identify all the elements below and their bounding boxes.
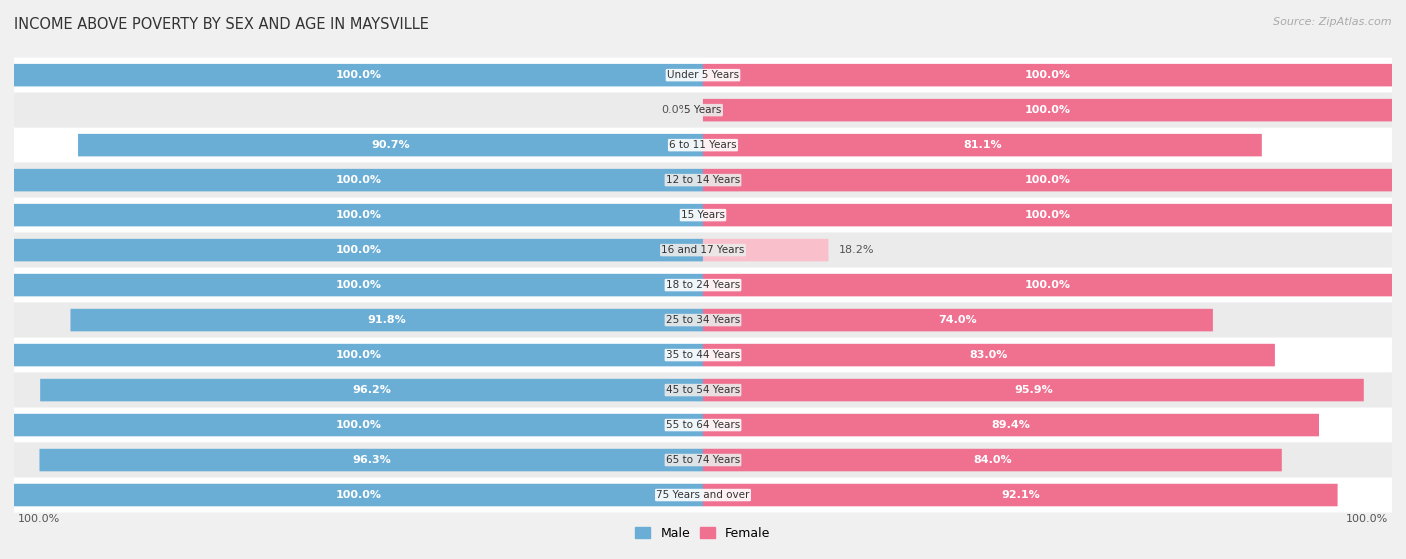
Text: 25 to 34 Years: 25 to 34 Years bbox=[666, 315, 740, 325]
Text: 90.7%: 90.7% bbox=[371, 140, 411, 150]
FancyBboxPatch shape bbox=[14, 268, 1392, 302]
Text: 100.0%: 100.0% bbox=[1025, 175, 1070, 185]
Text: 100.0%: 100.0% bbox=[336, 175, 381, 185]
FancyBboxPatch shape bbox=[14, 93, 1392, 127]
Text: 5 Years: 5 Years bbox=[685, 105, 721, 115]
FancyBboxPatch shape bbox=[14, 233, 1392, 268]
FancyBboxPatch shape bbox=[703, 379, 1364, 401]
Text: 35 to 44 Years: 35 to 44 Years bbox=[666, 350, 740, 360]
FancyBboxPatch shape bbox=[703, 204, 1392, 226]
Text: 18.2%: 18.2% bbox=[839, 245, 875, 255]
FancyBboxPatch shape bbox=[703, 449, 1282, 471]
Text: 81.1%: 81.1% bbox=[963, 140, 1001, 150]
FancyBboxPatch shape bbox=[703, 309, 1213, 331]
Text: 74.0%: 74.0% bbox=[939, 315, 977, 325]
FancyBboxPatch shape bbox=[14, 302, 1392, 338]
Legend: Male, Female: Male, Female bbox=[630, 522, 776, 544]
Text: 0.0%: 0.0% bbox=[661, 105, 689, 115]
Text: 65 to 74 Years: 65 to 74 Years bbox=[666, 455, 740, 465]
Text: 96.3%: 96.3% bbox=[352, 455, 391, 465]
Text: 100.0%: 100.0% bbox=[336, 70, 381, 80]
FancyBboxPatch shape bbox=[14, 163, 1392, 198]
FancyBboxPatch shape bbox=[14, 443, 1392, 477]
Text: 16 and 17 Years: 16 and 17 Years bbox=[661, 245, 745, 255]
Text: 15 Years: 15 Years bbox=[681, 210, 725, 220]
Text: 91.8%: 91.8% bbox=[367, 315, 406, 325]
FancyBboxPatch shape bbox=[703, 239, 828, 262]
FancyBboxPatch shape bbox=[79, 134, 703, 157]
FancyBboxPatch shape bbox=[14, 274, 703, 296]
FancyBboxPatch shape bbox=[14, 372, 1392, 408]
Text: 100.0%: 100.0% bbox=[1025, 210, 1070, 220]
Text: 75 Years and over: 75 Years and over bbox=[657, 490, 749, 500]
Text: 89.4%: 89.4% bbox=[991, 420, 1031, 430]
FancyBboxPatch shape bbox=[14, 127, 1392, 163]
FancyBboxPatch shape bbox=[14, 338, 1392, 372]
FancyBboxPatch shape bbox=[14, 344, 703, 366]
FancyBboxPatch shape bbox=[14, 204, 703, 226]
FancyBboxPatch shape bbox=[14, 477, 1392, 513]
FancyBboxPatch shape bbox=[14, 198, 1392, 233]
Text: 84.0%: 84.0% bbox=[973, 455, 1012, 465]
Text: 83.0%: 83.0% bbox=[970, 350, 1008, 360]
Text: 92.1%: 92.1% bbox=[1001, 490, 1039, 500]
FancyBboxPatch shape bbox=[14, 484, 703, 506]
Text: 100.0%: 100.0% bbox=[336, 210, 381, 220]
Text: 100.0%: 100.0% bbox=[336, 350, 381, 360]
Text: 95.9%: 95.9% bbox=[1014, 385, 1053, 395]
FancyBboxPatch shape bbox=[703, 99, 1392, 121]
FancyBboxPatch shape bbox=[703, 414, 1319, 437]
FancyBboxPatch shape bbox=[39, 449, 703, 471]
FancyBboxPatch shape bbox=[703, 134, 1261, 157]
Text: 100.0%: 100.0% bbox=[336, 490, 381, 500]
FancyBboxPatch shape bbox=[14, 239, 703, 262]
Text: 100.0%: 100.0% bbox=[1025, 105, 1070, 115]
Text: 100.0%: 100.0% bbox=[336, 420, 381, 430]
FancyBboxPatch shape bbox=[41, 379, 703, 401]
Text: Source: ZipAtlas.com: Source: ZipAtlas.com bbox=[1274, 17, 1392, 27]
FancyBboxPatch shape bbox=[703, 169, 1392, 191]
FancyBboxPatch shape bbox=[14, 64, 703, 87]
Text: 96.2%: 96.2% bbox=[352, 385, 391, 395]
Text: 100.0%: 100.0% bbox=[17, 514, 59, 524]
Text: INCOME ABOVE POVERTY BY SEX AND AGE IN MAYSVILLE: INCOME ABOVE POVERTY BY SEX AND AGE IN M… bbox=[14, 17, 429, 32]
Text: 100.0%: 100.0% bbox=[336, 280, 381, 290]
FancyBboxPatch shape bbox=[703, 344, 1275, 366]
FancyBboxPatch shape bbox=[14, 414, 703, 437]
FancyBboxPatch shape bbox=[14, 408, 1392, 443]
FancyBboxPatch shape bbox=[703, 64, 1392, 87]
FancyBboxPatch shape bbox=[14, 58, 1392, 93]
FancyBboxPatch shape bbox=[703, 484, 1337, 506]
Text: Under 5 Years: Under 5 Years bbox=[666, 70, 740, 80]
Text: 6 to 11 Years: 6 to 11 Years bbox=[669, 140, 737, 150]
Text: 100.0%: 100.0% bbox=[1347, 514, 1389, 524]
Text: 45 to 54 Years: 45 to 54 Years bbox=[666, 385, 740, 395]
Text: 100.0%: 100.0% bbox=[1025, 70, 1070, 80]
Text: 55 to 64 Years: 55 to 64 Years bbox=[666, 420, 740, 430]
Text: 100.0%: 100.0% bbox=[1025, 280, 1070, 290]
FancyBboxPatch shape bbox=[70, 309, 703, 331]
FancyBboxPatch shape bbox=[703, 274, 1392, 296]
Text: 100.0%: 100.0% bbox=[336, 245, 381, 255]
Text: 18 to 24 Years: 18 to 24 Years bbox=[666, 280, 740, 290]
FancyBboxPatch shape bbox=[14, 169, 703, 191]
Text: 12 to 14 Years: 12 to 14 Years bbox=[666, 175, 740, 185]
